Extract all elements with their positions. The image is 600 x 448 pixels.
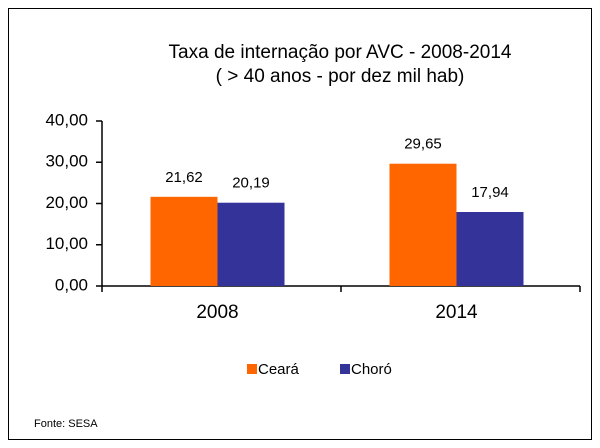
chart-title: Taxa de internação por AVC - 2008-2014 <box>169 42 512 63</box>
legend-label: Ceará <box>258 361 300 378</box>
x-tick-label: 2008 <box>196 302 238 323</box>
y-tick-label: 20,00 <box>45 193 88 212</box>
y-tick-label: 30,00 <box>45 152 88 171</box>
bar <box>389 163 457 286</box>
source: Fonte: SESA <box>34 418 98 430</box>
x-tick-label: 2014 <box>435 302 478 323</box>
y-tick-label: 40,00 <box>45 110 88 129</box>
value-label: 29,65 <box>404 136 442 153</box>
value-label: 17,94 <box>471 184 509 201</box>
bar <box>217 202 285 286</box>
y-tick-label: 10,00 <box>45 234 88 253</box>
bar <box>150 196 218 286</box>
value-label: 20,19 <box>232 175 270 192</box>
legend-swatch <box>340 364 350 374</box>
chart-subtitle: ( > 40 anos - por dez mil hab) <box>216 66 465 87</box>
bar <box>456 211 524 286</box>
legend-label: Choró <box>351 361 392 378</box>
legend-swatch <box>247 364 257 374</box>
value-label: 21,62 <box>165 169 203 186</box>
y-tick-label: 0,00 <box>55 275 88 294</box>
